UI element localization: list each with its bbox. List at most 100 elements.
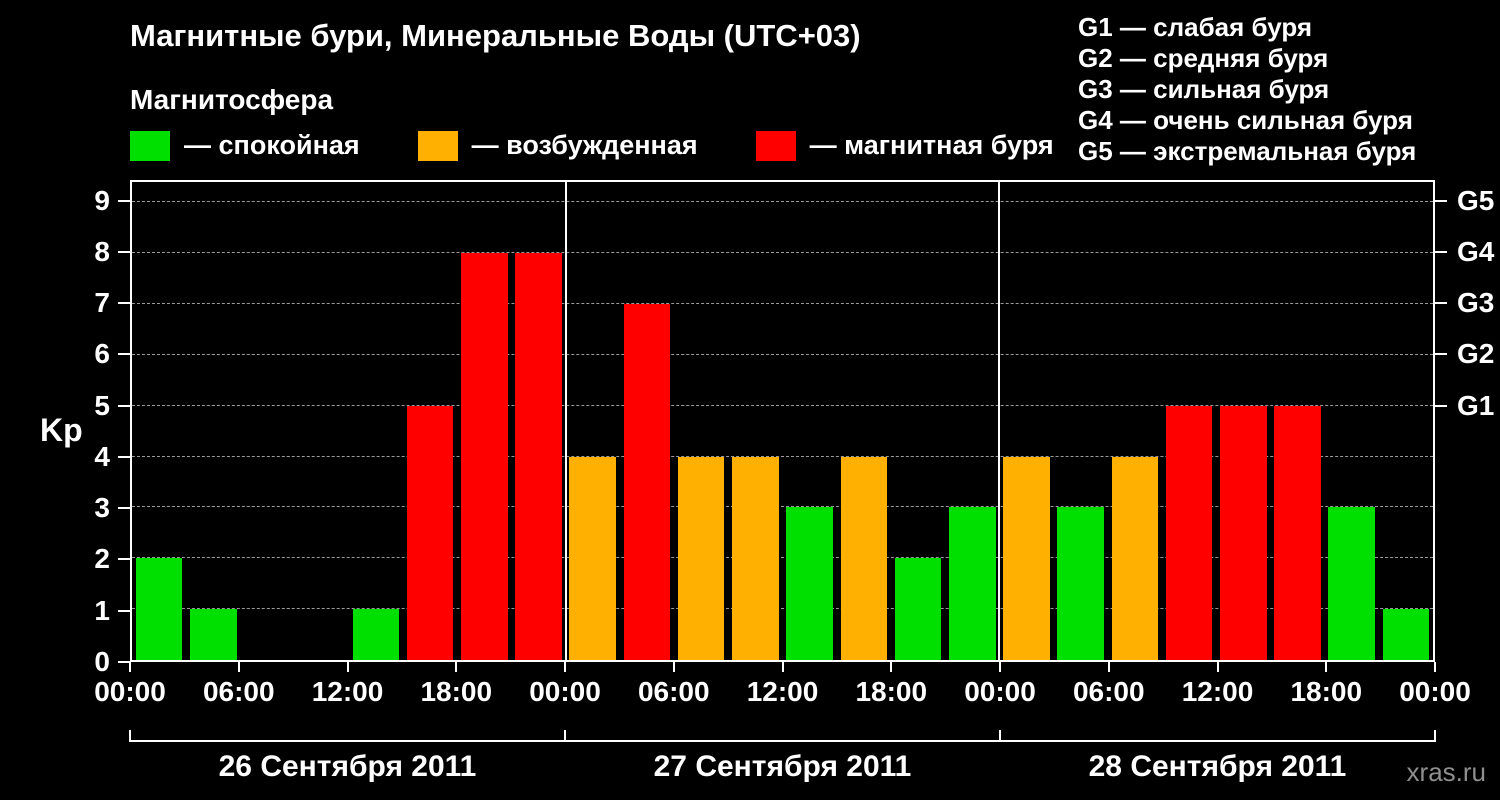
x-tick-label: 00:00 [529, 676, 601, 707]
x-axis: 00:00 06:00 12:00 18:00 00:00 06:00 12:00 18:00… [94, 662, 1471, 722]
kp-bar [1219, 405, 1267, 660]
right-tick [1435, 404, 1447, 407]
y-tick [118, 507, 130, 510]
y-tick [118, 661, 130, 663]
y-tick [118, 609, 130, 612]
page-title: Магнитные бури, Минеральные Воды (UTC+03… [130, 18, 861, 53]
gridline [132, 455, 1433, 457]
y-tick-label: 6 [94, 338, 110, 370]
kp-bar [569, 456, 617, 660]
x-tick [1325, 662, 1328, 672]
x-tick-label: 06:00 [637, 676, 710, 707]
x-tick-label: 00:00 [1399, 676, 1471, 707]
gridline [132, 353, 1433, 355]
date-band-tick [129, 730, 131, 742]
kp-bar [732, 456, 779, 660]
y-tick [118, 199, 130, 202]
y-tick [118, 404, 130, 407]
gridline [132, 608, 1433, 610]
legend: — спокойная — возбужденная — магнитная б… [130, 130, 1054, 161]
day-separator [564, 182, 567, 660]
y-tick-label: 3 [94, 492, 110, 524]
g-scale-label: G5 [1457, 184, 1495, 216]
g-scale-label: G3 [1457, 287, 1495, 319]
x-tick-label: 12:00 [311, 676, 384, 707]
date-band-tick [1434, 730, 1436, 742]
kp-bar [515, 253, 562, 660]
gridline [132, 303, 1433, 305]
date-band-tick [999, 730, 1001, 742]
gridline [132, 252, 1433, 254]
g-scale-legend-line: G2 — средняя буря [1078, 43, 1329, 73]
g-scale-label: G4 [1457, 235, 1495, 267]
right-tick [1435, 302, 1447, 305]
day-separator [998, 182, 1001, 660]
gridline [132, 201, 1433, 203]
g-scale-legend-line: G1 — слабая буря [1078, 12, 1313, 42]
y-tick-label: 1 [94, 594, 110, 626]
right-tick [1435, 250, 1447, 253]
legend-label: — магнитная буря [809, 130, 1054, 160]
x-tick-label: 18:00 [420, 676, 493, 707]
y-tick-label: 8 [94, 235, 110, 267]
plot-area [130, 180, 1435, 662]
y-tick [118, 558, 130, 561]
x-tick [346, 662, 349, 672]
x-tick-label: 00:00 [964, 676, 1036, 707]
x-tick [1434, 662, 1436, 672]
x-tick [129, 662, 131, 672]
kp-bar [352, 609, 400, 660]
right-tick [1435, 199, 1447, 202]
date-label: 27 Сентября 2011 [653, 750, 912, 783]
x-tick-label: 18:00 [855, 676, 928, 707]
date-band: 26 Сентября 2011 27 Сентября 2011 28 Сентя… [129, 730, 1436, 797]
x-tick [890, 662, 893, 672]
date-label: 26 Сентября 2011 [218, 750, 477, 783]
kp-bar [190, 609, 237, 660]
g-scale-label: G1 [1457, 389, 1495, 421]
x-tick [999, 662, 1001, 672]
g-scale-legend-line: G3 — сильная буря [1078, 74, 1330, 104]
x-tick-label: 18:00 [1290, 676, 1363, 707]
kp-bar [786, 507, 833, 660]
y-tick [118, 302, 130, 305]
legend-label: — спокойная [184, 130, 360, 160]
kp-bar [1274, 405, 1321, 660]
kp-bar [1328, 507, 1375, 660]
excited-color-swatch [417, 130, 458, 161]
g-scale-legend-line: G5 — экстремальная буря [1078, 136, 1417, 166]
g-scale-legend-line: G4 — очень сильная буря [1078, 105, 1413, 135]
y-tick-label: 7 [94, 287, 110, 319]
date-band-tick [564, 730, 566, 742]
kp-bar [1111, 456, 1159, 660]
x-tick [564, 662, 566, 672]
right-tick [1435, 353, 1447, 356]
x-tick-label: 12:00 [1181, 676, 1254, 707]
y-tick [118, 455, 130, 458]
x-tick-label: 00:00 [94, 676, 166, 707]
kp-bar [135, 558, 183, 660]
kp-bar [840, 456, 888, 660]
gridline [132, 506, 1433, 508]
legend-label: — возбужденная [471, 130, 698, 160]
g-scale-legend: G1 — слабая буря G2 — средняя буря G3 — … [1078, 12, 1416, 167]
y-axis-title: Kp [40, 412, 83, 448]
y-tick [118, 353, 130, 356]
x-tick-label: 06:00 [1072, 676, 1145, 707]
y-tick-label: 4 [94, 440, 110, 472]
y-tick-label: 2 [94, 543, 110, 575]
x-tick-label: 12:00 [746, 676, 819, 707]
quiet-color-swatch [130, 130, 170, 161]
legend-item-excited: — возбужденная [417, 130, 698, 161]
right-axis: G1 G2 G3 G4 G5 [1435, 180, 1500, 662]
y-tick-label: 9 [94, 184, 110, 216]
watermark: xras.ru [1406, 757, 1486, 787]
x-tick [455, 662, 458, 672]
y-tick [118, 250, 130, 253]
gridline [132, 557, 1433, 559]
chart-subtitle: Магнитосфера [130, 84, 334, 115]
x-tick [781, 662, 784, 672]
kp-bar [894, 558, 942, 660]
date-label: 28 Сентября 2011 [1088, 750, 1347, 783]
x-tick [672, 662, 675, 672]
